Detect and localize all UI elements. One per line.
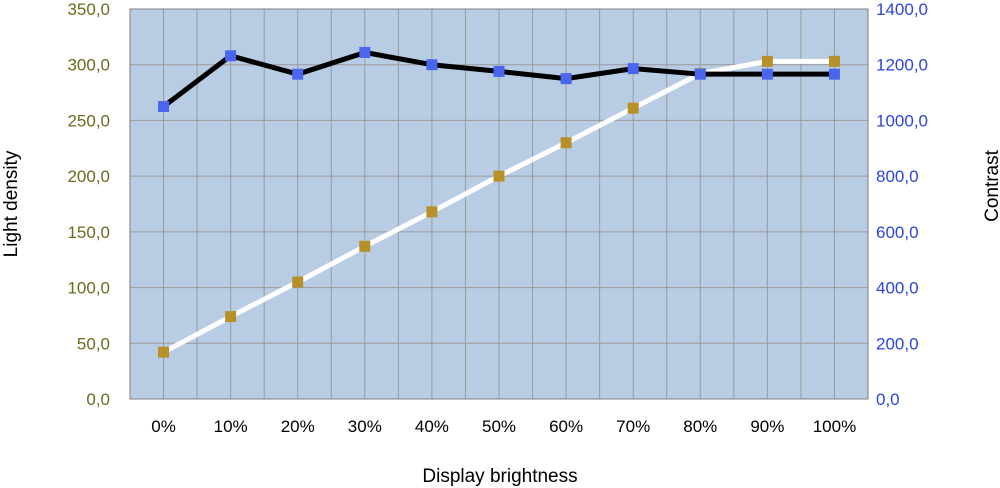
- x-axis-title: Display brightness: [422, 466, 577, 487]
- series-2-marker: [359, 46, 371, 58]
- x-ticks: 0% 10% 20% 30% 40% 50% 60% 70% 80% 90% 100%: [151, 417, 856, 436]
- x-tick-label: 0%: [151, 417, 176, 436]
- y-left-tick-label: 50,0: [77, 334, 110, 353]
- x-tick-label: 20%: [281, 417, 315, 436]
- y-left-tick-label: 350,0: [67, 0, 110, 19]
- y-left-tick-label: 300,0: [67, 56, 110, 75]
- series-1-marker: [560, 137, 572, 149]
- y-left-axis-title: Light density: [1, 150, 22, 257]
- series-1-marker: [761, 55, 773, 67]
- x-tick-label: 100%: [813, 417, 856, 436]
- series-2-marker: [292, 68, 304, 80]
- series-1-marker: [426, 206, 438, 218]
- y-left-tick-label: 0,0: [86, 390, 110, 409]
- series-1-marker: [359, 240, 371, 252]
- series-layer: [158, 46, 840, 358]
- y-right-tick-label: 1000,0: [876, 111, 928, 130]
- x-tick-label: 90%: [750, 417, 784, 436]
- series-1-marker: [292, 276, 304, 288]
- series-2-marker: [761, 68, 773, 80]
- series-2-marker: [158, 101, 170, 112]
- series-1-marker: [225, 311, 237, 323]
- y-right-tick-label: 400,0: [876, 279, 919, 298]
- y-left-tick-label: 100,0: [67, 279, 110, 298]
- x-tick-label: 60%: [549, 417, 583, 436]
- series-2-marker: [225, 50, 237, 62]
- series-2-marker: [426, 59, 438, 71]
- series-2-marker: [493, 65, 505, 77]
- series-2-marker: [560, 73, 572, 85]
- x-tick-label: 70%: [616, 417, 650, 436]
- series-2-marker: [828, 68, 840, 80]
- plot-border: [129, 8, 869, 400]
- y-right-tick-label: 1200,0: [876, 56, 928, 75]
- x-tick-label: 10%: [214, 417, 248, 436]
- series-1-marker: [493, 170, 505, 182]
- y-left-tick-label: 250,0: [67, 111, 110, 130]
- series-1-marker: [158, 346, 170, 358]
- x-tick-label: 40%: [415, 417, 449, 436]
- y-left-ticks: 0,0 50,0 100,0 150,0 200,0 250,0 300,0 350,0: [67, 0, 110, 409]
- y-left-tick-label: 150,0: [67, 223, 110, 242]
- x-tick-label: 50%: [482, 417, 516, 436]
- series-1-marker: [828, 55, 840, 67]
- y-right-tick-label: 800,0: [876, 167, 919, 186]
- x-tick-label: 30%: [348, 417, 382, 436]
- series-2-marker: [694, 68, 706, 80]
- y-right-tick-label: 600,0: [876, 223, 919, 242]
- y-left-tick-label: 200,0: [67, 167, 110, 186]
- y-right-tick-label: 200,0: [876, 334, 919, 353]
- y-right-tick-label: 0,0: [876, 390, 900, 409]
- x-tick-label: 80%: [683, 417, 717, 436]
- y-right-ticks: 0,0 200,0 400,0 600,0 800,0 1000,0 1200,0 1400,…: [876, 0, 928, 409]
- y-right-axis-title: Contrast: [982, 149, 1000, 222]
- series-2-marker: [627, 63, 639, 75]
- y-right-tick-label: 1400,0: [876, 0, 928, 19]
- series-1-marker: [627, 102, 639, 114]
